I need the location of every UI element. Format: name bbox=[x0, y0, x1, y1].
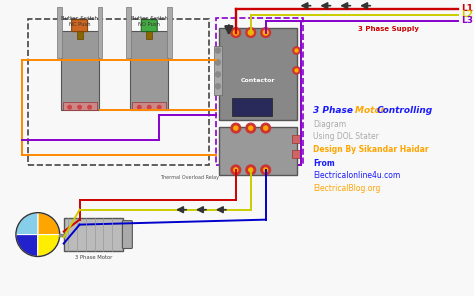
Circle shape bbox=[249, 126, 253, 130]
Circle shape bbox=[87, 105, 92, 110]
Text: 3 Phase Motor: 3 Phase Motor bbox=[75, 255, 112, 260]
Bar bbox=[77, 27, 82, 38]
Bar bbox=[292, 135, 300, 143]
Circle shape bbox=[246, 123, 256, 133]
Circle shape bbox=[233, 30, 238, 35]
Wedge shape bbox=[16, 213, 38, 234]
FancyBboxPatch shape bbox=[219, 127, 297, 175]
Circle shape bbox=[248, 30, 253, 35]
Bar bbox=[146, 27, 152, 38]
Text: Button Switch: Button Switch bbox=[131, 16, 168, 21]
FancyBboxPatch shape bbox=[219, 28, 297, 120]
FancyBboxPatch shape bbox=[64, 218, 123, 252]
Text: Contactor: Contactor bbox=[240, 78, 275, 83]
Text: From: From bbox=[313, 160, 335, 168]
Text: Diagram: Diagram bbox=[313, 120, 346, 129]
Circle shape bbox=[295, 49, 298, 52]
Circle shape bbox=[234, 126, 238, 130]
Bar bbox=[132, 102, 166, 110]
Circle shape bbox=[77, 105, 82, 110]
Circle shape bbox=[215, 59, 221, 65]
Circle shape bbox=[246, 165, 256, 175]
Text: Electricalonline4u.com: Electricalonline4u.com bbox=[313, 171, 401, 180]
Circle shape bbox=[234, 168, 238, 172]
Text: L3: L3 bbox=[461, 16, 473, 25]
Circle shape bbox=[261, 28, 271, 38]
Circle shape bbox=[295, 69, 298, 72]
Text: Controlling: Controlling bbox=[377, 106, 433, 115]
Wedge shape bbox=[16, 234, 38, 256]
Bar bbox=[98, 7, 102, 58]
Circle shape bbox=[263, 30, 268, 35]
Text: Using DOL Stater: Using DOL Stater bbox=[313, 131, 379, 141]
Bar bbox=[127, 7, 131, 58]
Text: Button Switch: Button Switch bbox=[61, 16, 98, 21]
Circle shape bbox=[261, 123, 271, 133]
Text: L2: L2 bbox=[461, 10, 473, 19]
Circle shape bbox=[215, 71, 221, 77]
Text: L1: L1 bbox=[461, 4, 473, 13]
Circle shape bbox=[292, 46, 301, 54]
Circle shape bbox=[231, 28, 241, 38]
Circle shape bbox=[147, 105, 152, 110]
FancyBboxPatch shape bbox=[61, 30, 99, 110]
FancyBboxPatch shape bbox=[130, 30, 168, 110]
Bar bbox=[57, 7, 62, 58]
Circle shape bbox=[137, 105, 142, 110]
Circle shape bbox=[249, 168, 253, 172]
Text: Design By Sikandar Haidar: Design By Sikandar Haidar bbox=[313, 146, 429, 155]
Circle shape bbox=[157, 105, 162, 110]
Circle shape bbox=[67, 105, 72, 110]
Bar bbox=[216, 18, 303, 165]
Text: Motor: Motor bbox=[355, 106, 388, 115]
Text: ElectricalBlog.org: ElectricalBlog.org bbox=[313, 184, 381, 193]
Circle shape bbox=[264, 126, 268, 130]
Text: 3 Phase Supply: 3 Phase Supply bbox=[357, 25, 419, 32]
Bar bbox=[28, 19, 209, 165]
Circle shape bbox=[246, 28, 256, 38]
Wedge shape bbox=[38, 213, 60, 234]
Circle shape bbox=[215, 83, 221, 89]
FancyBboxPatch shape bbox=[232, 98, 272, 116]
Wedge shape bbox=[38, 234, 60, 256]
Circle shape bbox=[231, 123, 241, 133]
Text: Thermal Overload Relay: Thermal Overload Relay bbox=[160, 175, 219, 180]
Text: NC Push: NC Push bbox=[69, 22, 91, 27]
FancyBboxPatch shape bbox=[141, 20, 157, 32]
Bar bbox=[292, 150, 300, 158]
Circle shape bbox=[215, 47, 221, 54]
FancyBboxPatch shape bbox=[122, 221, 132, 249]
Circle shape bbox=[292, 66, 301, 74]
Bar bbox=[63, 102, 97, 110]
FancyBboxPatch shape bbox=[72, 20, 88, 32]
Circle shape bbox=[231, 165, 241, 175]
Circle shape bbox=[261, 165, 271, 175]
Bar bbox=[214, 46, 222, 95]
Text: 3 Phase: 3 Phase bbox=[313, 106, 356, 115]
Bar bbox=[167, 7, 172, 58]
Text: NO Push: NO Push bbox=[138, 22, 160, 27]
Circle shape bbox=[264, 168, 268, 172]
